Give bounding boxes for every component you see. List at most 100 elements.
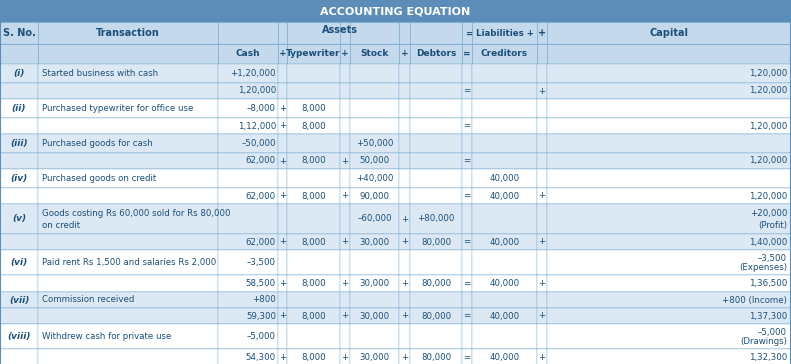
- Bar: [399, 204, 410, 234]
- Bar: [350, 324, 399, 349]
- Text: (iv): (iv): [10, 174, 28, 183]
- Text: 1,20,000: 1,20,000: [749, 157, 787, 166]
- Bar: [218, 204, 278, 234]
- Text: 58,500: 58,500: [246, 279, 276, 288]
- Bar: [218, 153, 278, 169]
- Bar: [38, 22, 218, 44]
- Text: +800 (Income): +800 (Income): [722, 296, 787, 305]
- Bar: [0, 44, 791, 64]
- Text: 59,300: 59,300: [246, 312, 276, 320]
- Bar: [0, 250, 38, 275]
- Text: =: =: [464, 50, 471, 59]
- Bar: [287, 188, 340, 204]
- Text: +: +: [401, 312, 408, 320]
- Bar: [472, 234, 537, 250]
- Bar: [38, 134, 218, 153]
- Bar: [410, 134, 462, 153]
- Bar: [350, 308, 399, 324]
- Bar: [472, 292, 537, 308]
- Bar: [287, 64, 340, 83]
- Bar: [462, 324, 472, 349]
- Bar: [340, 169, 350, 188]
- Bar: [0, 153, 38, 169]
- Text: +: +: [539, 312, 546, 320]
- Bar: [218, 134, 278, 153]
- Text: 80,000: 80,000: [421, 353, 451, 362]
- Bar: [340, 250, 350, 275]
- Text: 8,000: 8,000: [301, 279, 326, 288]
- Text: 62,000: 62,000: [246, 191, 276, 201]
- Bar: [410, 153, 462, 169]
- Bar: [218, 292, 278, 308]
- Bar: [537, 275, 547, 292]
- Text: 40,000: 40,000: [490, 191, 520, 201]
- Bar: [547, 83, 791, 99]
- Bar: [218, 83, 278, 99]
- Bar: [287, 250, 340, 275]
- Bar: [38, 349, 218, 364]
- Bar: [278, 349, 287, 364]
- Text: 1,20,000: 1,20,000: [238, 87, 276, 95]
- Bar: [472, 153, 537, 169]
- Bar: [287, 99, 340, 118]
- Bar: [547, 234, 791, 250]
- Text: =: =: [464, 353, 471, 362]
- Bar: [350, 292, 399, 308]
- Bar: [0, 99, 38, 118]
- Text: (vii): (vii): [9, 296, 29, 305]
- Bar: [547, 204, 791, 234]
- Text: +40,000: +40,000: [356, 174, 393, 183]
- Bar: [0, 118, 38, 134]
- Text: 30,000: 30,000: [359, 312, 389, 320]
- Text: +: +: [342, 237, 349, 246]
- Bar: [462, 349, 472, 364]
- Bar: [38, 153, 218, 169]
- Bar: [38, 169, 218, 188]
- Bar: [0, 64, 791, 83]
- Bar: [472, 118, 537, 134]
- Bar: [462, 292, 472, 308]
- Bar: [0, 292, 791, 308]
- Bar: [218, 99, 278, 118]
- Bar: [537, 22, 547, 44]
- Bar: [38, 275, 218, 292]
- Text: +: +: [279, 191, 286, 201]
- Bar: [278, 204, 287, 234]
- Bar: [410, 118, 462, 134]
- Bar: [462, 83, 472, 99]
- Bar: [537, 349, 547, 364]
- Bar: [287, 22, 340, 44]
- Bar: [350, 64, 399, 83]
- Bar: [340, 204, 350, 234]
- Bar: [287, 134, 340, 153]
- Text: 40,000: 40,000: [490, 353, 520, 362]
- Bar: [38, 250, 218, 275]
- Bar: [399, 44, 410, 64]
- Bar: [38, 83, 218, 99]
- Bar: [410, 324, 462, 349]
- Bar: [399, 83, 410, 99]
- Bar: [0, 64, 38, 83]
- Bar: [218, 169, 278, 188]
- Text: 8,000: 8,000: [301, 312, 326, 320]
- Text: 80,000: 80,000: [421, 237, 451, 246]
- Bar: [278, 44, 287, 64]
- Bar: [340, 118, 350, 134]
- Bar: [537, 308, 547, 324]
- Bar: [218, 275, 278, 292]
- Bar: [462, 169, 472, 188]
- Text: +: +: [401, 279, 408, 288]
- Bar: [278, 234, 287, 250]
- Bar: [278, 153, 287, 169]
- Bar: [278, 308, 287, 324]
- Text: =: =: [464, 237, 471, 246]
- Text: 30,000: 30,000: [359, 353, 389, 362]
- Bar: [399, 118, 410, 134]
- Bar: [0, 250, 791, 275]
- Bar: [462, 188, 472, 204]
- Text: +: +: [279, 237, 286, 246]
- Bar: [399, 64, 410, 83]
- Bar: [472, 64, 537, 83]
- Bar: [287, 44, 340, 64]
- Bar: [472, 188, 537, 204]
